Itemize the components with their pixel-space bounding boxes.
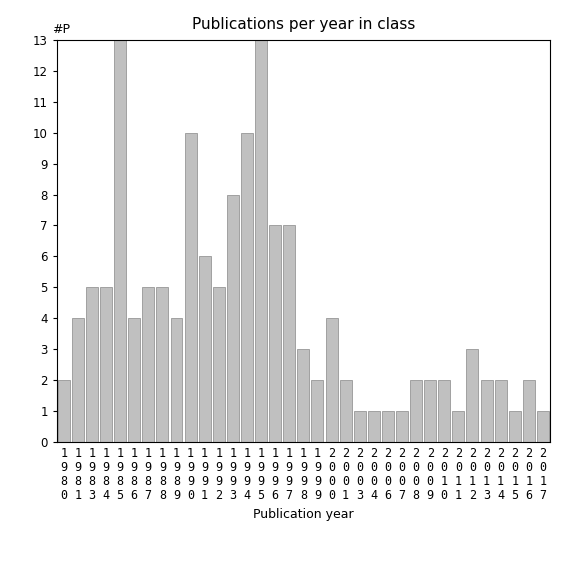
Bar [72, 319, 84, 442]
Bar [86, 287, 98, 442]
X-axis label: Publication year: Publication year [253, 507, 354, 521]
Bar [156, 287, 168, 442]
Bar [509, 411, 521, 442]
Bar [494, 380, 507, 442]
Bar [368, 411, 380, 442]
Title: Publications per year in class: Publications per year in class [192, 16, 415, 32]
Bar [467, 349, 479, 442]
Bar [354, 411, 366, 442]
Bar [241, 133, 253, 442]
Bar [297, 349, 310, 442]
Bar [438, 380, 450, 442]
Bar [410, 380, 422, 442]
Bar [424, 380, 436, 442]
Bar [382, 411, 394, 442]
Bar [58, 380, 70, 442]
Bar [523, 380, 535, 442]
Bar [325, 319, 337, 442]
Bar [100, 287, 112, 442]
Bar [340, 380, 352, 442]
Bar [185, 133, 197, 442]
Bar [128, 319, 140, 442]
Bar [396, 411, 408, 442]
Bar [114, 40, 126, 442]
Text: #P: #P [52, 23, 70, 36]
Bar [142, 287, 154, 442]
Bar [198, 256, 211, 442]
Bar [537, 411, 549, 442]
Bar [311, 380, 323, 442]
Bar [481, 380, 493, 442]
Bar [171, 319, 183, 442]
Bar [452, 411, 464, 442]
Bar [284, 226, 295, 442]
Bar [269, 226, 281, 442]
Bar [255, 40, 267, 442]
Bar [227, 194, 239, 442]
Bar [213, 287, 225, 442]
